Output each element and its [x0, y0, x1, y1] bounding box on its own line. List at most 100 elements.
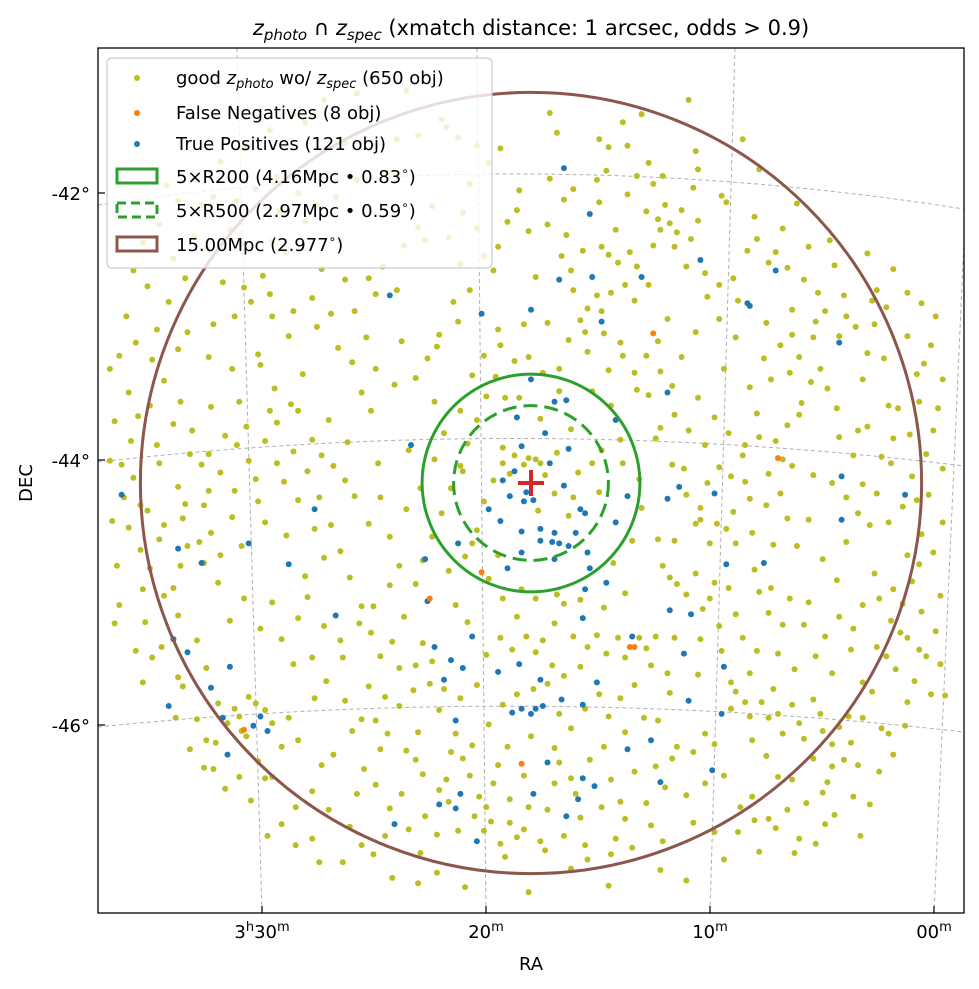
true-positive-point [513, 414, 520, 421]
true-positive-point [408, 442, 414, 448]
true-positive-point [118, 491, 125, 498]
good-zphoto-point [810, 472, 817, 479]
good-zphoto-point [803, 800, 810, 807]
good-zphoto-point [262, 438, 269, 444]
true-positive-point [582, 586, 589, 593]
good-zphoto-point [144, 507, 151, 514]
good-zphoto-point [822, 633, 829, 640]
good-zphoto-point [742, 442, 749, 448]
good-zphoto-point [553, 129, 560, 136]
good-zphoto-point [824, 385, 831, 392]
good-zphoto-point [680, 465, 687, 472]
good-zphoto-point [608, 851, 614, 858]
good-zphoto-point [697, 504, 704, 511]
good-zphoto-point [935, 405, 941, 412]
good-zphoto-point [361, 766, 367, 772]
good-zphoto-point [342, 697, 349, 704]
good-zphoto-point [716, 316, 723, 322]
good-zphoto-point [116, 352, 123, 359]
good-zphoto-point [257, 625, 264, 632]
good-zphoto-point [471, 813, 478, 820]
good-zphoto-point [600, 330, 607, 337]
good-zphoto-point [175, 612, 182, 619]
good-zphoto-point [502, 853, 509, 860]
good-zphoto-point [666, 574, 673, 581]
good-zphoto-point [544, 806, 551, 813]
good-zphoto-point [499, 595, 506, 602]
good-zphoto-point [904, 333, 911, 340]
circle-5xr500 [452, 404, 610, 562]
good-zphoto-point [650, 180, 657, 187]
good-zphoto-point [535, 507, 542, 514]
good-zphoto-point [673, 743, 680, 750]
legend: good zphoto wo/ zspec (650 obj) False Ne… [106, 57, 493, 269]
good-zphoto-point [480, 498, 487, 505]
good-zphoto-point [396, 703, 403, 709]
good-zphoto-point [473, 417, 480, 423]
good-zphoto-point [443, 776, 450, 783]
good-zphoto-point [504, 218, 511, 225]
true-positive-point [657, 779, 664, 786]
good-zphoto-point [789, 462, 796, 469]
good-zphoto-point [916, 398, 923, 405]
good-zphoto-point [563, 232, 570, 238]
good-zphoto-point [582, 842, 589, 849]
good-zphoto-point [843, 539, 850, 545]
good-zphoto-point [262, 775, 269, 782]
good-zphoto-point [789, 306, 796, 313]
good-zphoto-point [791, 850, 798, 856]
good-zphoto-point [565, 337, 572, 343]
good-zphoto-point [523, 633, 530, 640]
good-zphoto-point [695, 671, 701, 678]
good-zphoto-point [657, 226, 664, 233]
good-zphoto-point [161, 377, 167, 384]
title-z-photo-sub: photo [263, 26, 307, 44]
good-zphoto-point [817, 365, 824, 372]
good-zphoto-point [236, 398, 243, 405]
good-zphoto-point [337, 548, 344, 555]
true-positive-point [577, 506, 584, 513]
good-zphoto-point [186, 451, 193, 458]
good-zphoto-point [313, 323, 320, 330]
good-zphoto-point [871, 321, 878, 328]
good-zphoto-point [850, 793, 857, 800]
good-zphoto-point [756, 588, 763, 595]
good-zphoto-point [497, 840, 504, 847]
good-zphoto-point [457, 462, 464, 469]
good-zphoto-point [596, 199, 603, 206]
gridline-dec-44 [98, 437, 964, 467]
good-zphoto-point [377, 653, 384, 660]
good-zphoto-point [391, 381, 398, 388]
good-zphoto-point [156, 536, 163, 543]
good-zphoto-point [725, 430, 732, 437]
good-zphoto-point [255, 498, 262, 505]
true-positive-point [591, 783, 598, 790]
good-zphoto-point [777, 342, 784, 349]
good-zphoto-point [789, 701, 796, 708]
good-zphoto-point [175, 346, 182, 353]
good-zphoto-point [836, 613, 843, 620]
good-zphoto-point [829, 480, 836, 486]
good-zphoto-point [880, 355, 887, 362]
title-z-spec: z [335, 16, 348, 40]
good-zphoto-point [843, 313, 850, 320]
false-negative-point [241, 726, 247, 733]
good-zphoto-point [765, 259, 772, 266]
true-positive-point [688, 611, 694, 618]
good-zphoto-point [422, 813, 429, 820]
good-zphoto-point [426, 680, 433, 687]
true-positive-point [556, 540, 563, 547]
good-zphoto-point [902, 722, 909, 729]
good-zphoto-point [779, 456, 786, 463]
good-zphoto-point [161, 522, 167, 528]
good-zphoto-point [765, 609, 772, 616]
good-zphoto-point [779, 730, 786, 737]
good-zphoto-point [252, 700, 259, 707]
good-zphoto-point [389, 874, 396, 881]
good-zphoto-point [855, 510, 861, 517]
good-zphoto-point [339, 654, 346, 661]
good-zphoto-point [203, 665, 210, 671]
good-zphoto-point [815, 289, 821, 296]
true-positive-point [311, 506, 318, 513]
good-zphoto-point [605, 367, 612, 374]
